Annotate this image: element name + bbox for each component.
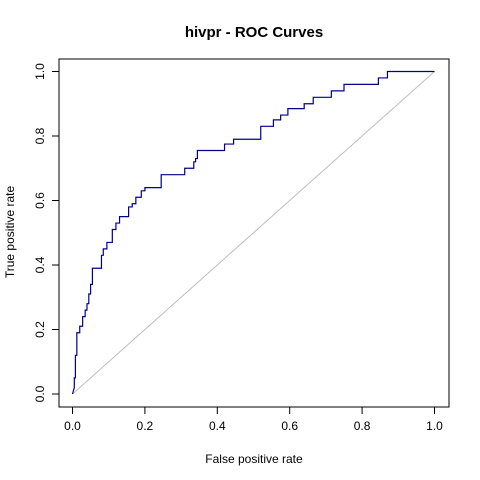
y-tick-label: 0.2 xyxy=(33,321,47,338)
x-tick-label: 0.8 xyxy=(354,419,371,433)
chart-title: hivpr - ROC Curves xyxy=(185,24,323,41)
diagonal-reference-line xyxy=(72,71,435,395)
x-tick-label: 0.4 xyxy=(209,419,226,433)
y-tick-label: 0.8 xyxy=(33,127,47,144)
y-tick-label: 0.0 xyxy=(33,385,47,402)
y-tick-label: 1.0 xyxy=(33,63,47,80)
x-axis-label: False positive rate xyxy=(205,452,303,466)
x-tick-label: 1.0 xyxy=(426,419,443,433)
roc-curve-line xyxy=(71,70,435,395)
y-axis-label: True positive rate xyxy=(3,186,17,279)
y-tick-label: 0.4 xyxy=(33,256,47,273)
y-tick-label: 0.6 xyxy=(33,192,47,209)
x-tick-label: 0.6 xyxy=(281,419,298,433)
x-tick-label: 0.2 xyxy=(137,419,154,433)
plot-area: 0.0 0.2 0.4 0.6 0.8 1.0 0.0 0.2 0.4 0.6 0.8 1.0 xyxy=(33,58,450,433)
x-tick-label: 0.0 xyxy=(64,419,81,433)
